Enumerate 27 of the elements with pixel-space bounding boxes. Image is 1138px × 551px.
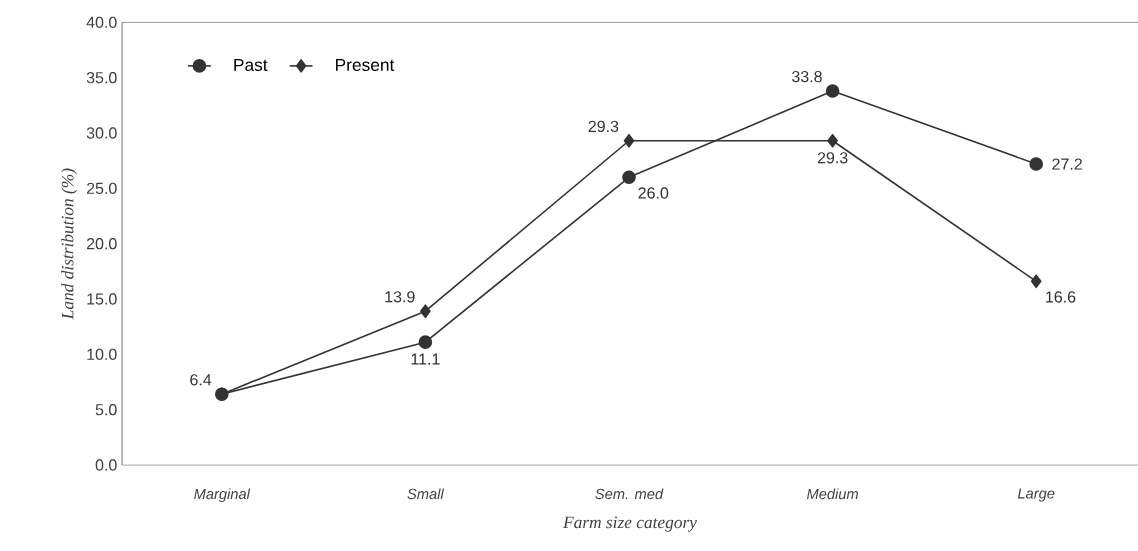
legend-label: Past — [234, 58, 268, 72]
data-label: 11.1 — [411, 353, 440, 365]
data-label: 16.6 — [1046, 291, 1076, 303]
y-tick-label: 25.0 — [86, 182, 117, 194]
y-tick-label: 15.0 — [87, 293, 117, 305]
data-label: 27.2 — [1052, 158, 1082, 170]
data-label: 13.9 — [385, 291, 415, 303]
x-axis-title: Farm size category — [563, 516, 697, 532]
data-label: 26.0 — [638, 187, 669, 199]
data-label: 29.3 — [588, 120, 619, 133]
y-tick-label: 30.0 — [86, 127, 117, 139]
y-tick-label: 10.0 — [87, 348, 117, 360]
data-label: 29.3 — [817, 152, 848, 164]
x-tick-label: Large — [1017, 488, 1055, 502]
data-label: 33.8 — [792, 70, 822, 83]
data-label: 6.4 — [190, 374, 212, 386]
x-tick-label: Sem. med — [595, 488, 664, 500]
legend-label: Present — [336, 58, 395, 72]
y-tick-label: 5.0 — [95, 404, 117, 416]
y-tick-label: 35.0 — [86, 72, 117, 84]
x-tick-label: Marginal — [194, 488, 251, 503]
y-axis-title: Land distribution (%) — [61, 168, 77, 320]
y-tick-label: 40.0 — [86, 16, 117, 28]
y-tick-label: 0.0 — [95, 459, 117, 471]
x-tick-label: Medium — [806, 488, 858, 500]
x-tick-label: Small — [407, 488, 445, 500]
y-tick-label: 20.0 — [86, 238, 117, 250]
